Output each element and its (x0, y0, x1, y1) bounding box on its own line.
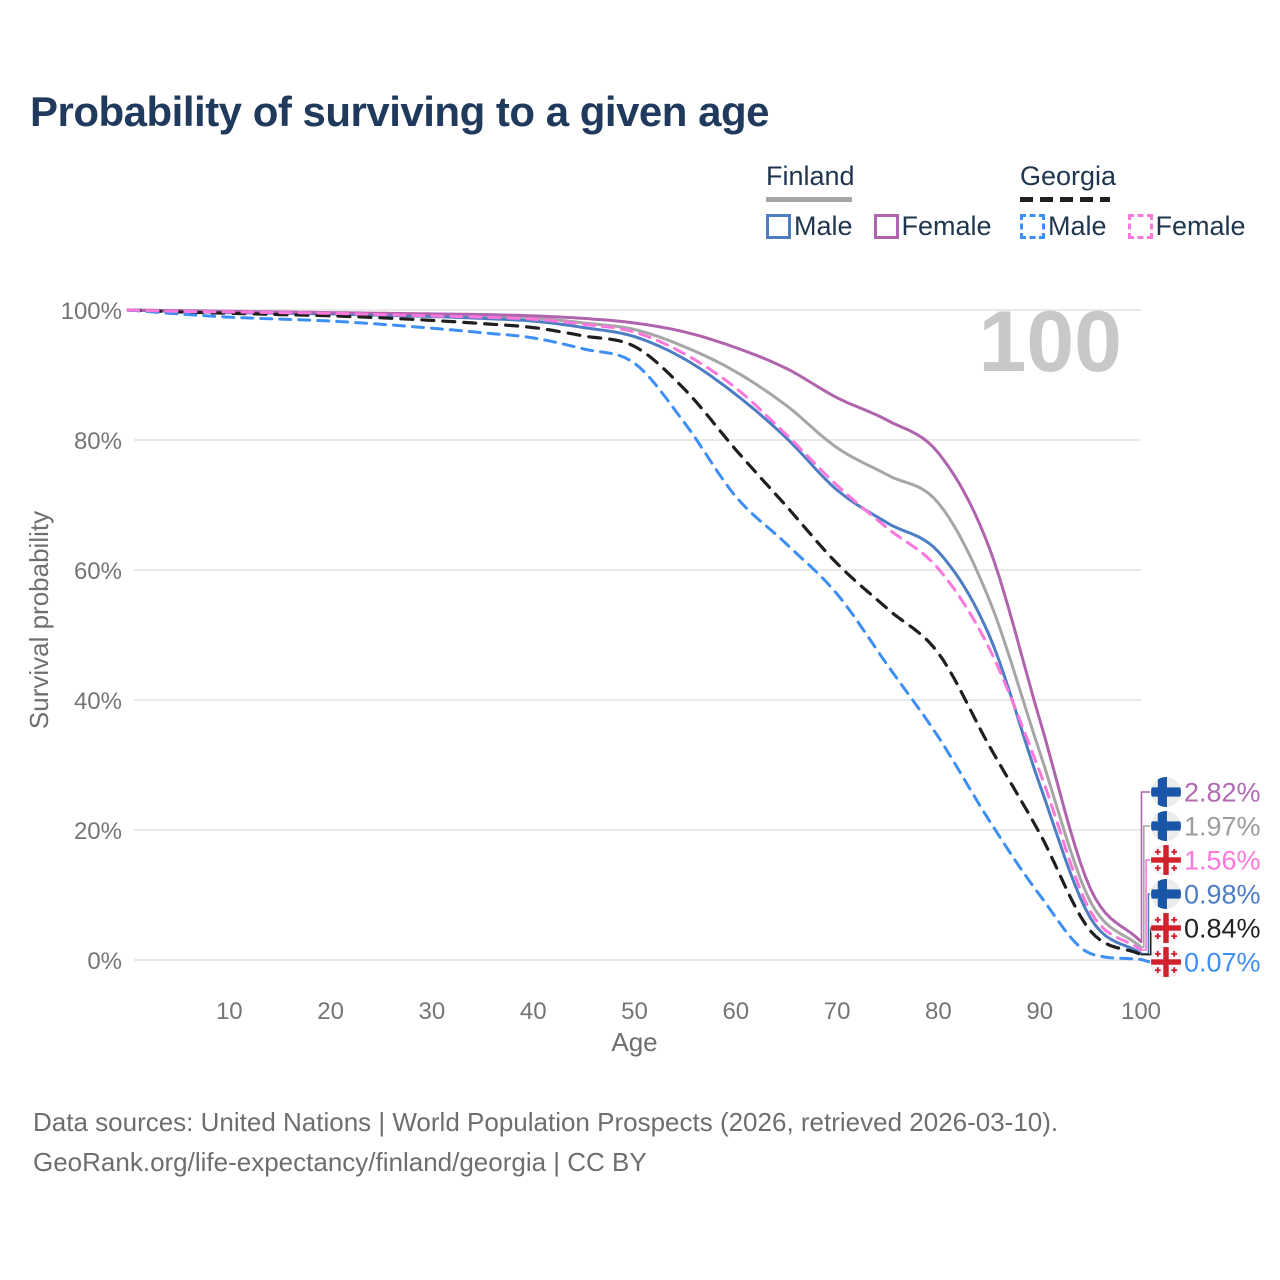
end-label-layer: 2.82% 1.97% 1.56% 0.98% 0.84% 0.07% (1140, 777, 1261, 978)
end-label-finland-male: 0.98% (1184, 880, 1261, 910)
x-tick-10: 10 (216, 998, 243, 1025)
x-tick-50: 50 (621, 998, 648, 1025)
x-tick-20: 20 (317, 998, 344, 1025)
legend-group-georgia: Georgia Male Female (1020, 161, 1246, 242)
finland-line-style-swatch (766, 197, 852, 202)
footer-data-sources: Data sources: United Nations | World Pop… (33, 1107, 1059, 1137)
legend-label: Female (901, 211, 992, 241)
end-label-georgia-female: 1.56% (1184, 846, 1261, 876)
legend: Finland Male Female Georgia Male (0, 161, 1280, 241)
x-axis-label: Age (611, 1027, 657, 1057)
legend-item-finland-female[interactable]: Female (873, 211, 992, 242)
axis-layer: 0% 20% 40% 60% 80% 100% 10 20 30 40 50 60 70 80 90 100 A… (24, 298, 1161, 1057)
legend-item-georgia-female[interactable]: Female (1127, 211, 1246, 242)
x-tick-60: 60 (722, 998, 749, 1025)
grid-layer (134, 309, 1141, 961)
end-connector-finland-female (1140, 791, 1150, 943)
curve-finland-female (126, 308, 1143, 944)
end-label-finland: 1.97% (1184, 812, 1261, 842)
age-counter-watermark: 100 (979, 294, 1123, 390)
end-connector-finland-male (1141, 893, 1150, 955)
legend-group-finland: Finland Male Female (766, 161, 992, 242)
georgia-flag-icon (1151, 845, 1181, 875)
finland-flag-icon (1151, 811, 1181, 841)
y-tick-40%: 40% (74, 688, 122, 715)
georgia-flag-icon (1151, 913, 1181, 943)
finland-flag-icon (1151, 777, 1181, 807)
curve-layer (126, 308, 1143, 961)
georgia-flag-icon (1151, 947, 1181, 977)
y-tick-20%: 20% (74, 818, 122, 845)
x-tick-100: 100 (1121, 998, 1161, 1025)
georgia-female-swatch (1127, 214, 1153, 239)
finland-flag-icon (1151, 879, 1181, 909)
end-connector-georgia-female (1141, 859, 1150, 951)
legend-label: Male (794, 211, 853, 241)
curve-georgia (126, 308, 1143, 957)
x-tick-90: 90 (1026, 998, 1053, 1025)
legend-country-finland: Finland (766, 161, 855, 191)
georgia-line-style-swatch (1020, 197, 1110, 202)
y-tick-80%: 80% (74, 428, 122, 455)
legend-items-georgia: Male Female (1020, 211, 1246, 242)
y-tick-0%: 0% (87, 948, 122, 975)
end-connector-finland (1141, 825, 1150, 948)
curve-finland-male (126, 308, 1143, 956)
x-tick-70: 70 (824, 998, 851, 1025)
legend-label: Male (1048, 211, 1107, 241)
y-tick-100%: 100% (61, 298, 122, 325)
legend-item-finland-male[interactable]: Male (766, 211, 853, 242)
legend-label: Female (1155, 211, 1246, 241)
finland-male-swatch (766, 214, 791, 239)
end-connector-georgia (1141, 927, 1152, 956)
end-label-georgia-male: 0.07% (1184, 948, 1261, 978)
footer: Data sources: United Nations | World Pop… (33, 1102, 1058, 1182)
x-tick-30: 30 (419, 998, 446, 1025)
x-tick-40: 40 (520, 998, 547, 1025)
curve-georgia-female (126, 308, 1143, 952)
end-connector-georgia-male (1140, 958, 1151, 964)
x-tick-80: 80 (925, 998, 952, 1025)
end-label-finland-female: 2.82% (1184, 778, 1261, 808)
legend-items-finland: Male Female (766, 211, 992, 242)
legend-country-georgia: Georgia (1020, 161, 1117, 191)
finland-female-swatch (873, 214, 899, 239)
page-title: Probability of surviving to a given age (30, 88, 769, 135)
curve-finland (126, 308, 1143, 949)
legend-item-georgia-male[interactable]: Male (1020, 211, 1107, 242)
end-label-georgia: 0.84% (1184, 914, 1261, 944)
y-axis-label: Survival probability (24, 511, 54, 729)
georgia-male-swatch (1020, 214, 1045, 239)
watermark-age-value: 100 (979, 294, 1123, 390)
y-tick-60%: 60% (74, 558, 122, 585)
footer-attribution: GeoRank.org/life-expectancy/finland/geor… (33, 1147, 647, 1177)
